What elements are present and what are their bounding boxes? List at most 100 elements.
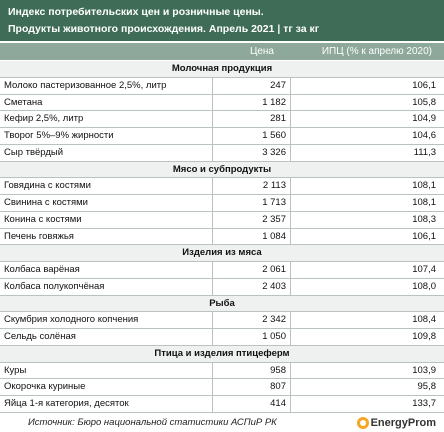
- column-divider: [290, 111, 291, 128]
- item-name: Колбаса полукопчёная: [4, 280, 105, 292]
- item-name: Свинина с костями: [4, 197, 88, 209]
- item-name: Сыр твёрдый: [4, 146, 64, 158]
- price: 1 050: [262, 331, 286, 343]
- section-title: Изделия из мяса: [182, 247, 262, 259]
- table-row: Конина с костями 2 357 108,3: [0, 211, 444, 229]
- cpi: 95,8: [417, 381, 437, 393]
- price: 958: [270, 364, 286, 376]
- price: 1 713: [262, 197, 286, 209]
- column-divider: [212, 211, 213, 228]
- column-divider: [290, 379, 291, 396]
- price: 281: [270, 113, 286, 125]
- column-divider: [290, 144, 291, 161]
- table-row: Яйца 1-я категория, десяток 414 133,7: [0, 396, 444, 413]
- item-name: Конина с костями: [4, 213, 82, 225]
- price: 1 084: [262, 230, 286, 242]
- section-title: Мясо и субпродукты: [172, 163, 272, 175]
- price: 3 326: [262, 146, 286, 158]
- column-divider: [212, 312, 213, 329]
- item-name: Молоко пастеризованное 2,5%, литр: [4, 79, 167, 91]
- column-divider: [290, 128, 291, 144]
- table-row: Сыр твёрдый 3 326 111,3: [0, 144, 444, 162]
- table-row: Творог 5%–9% жирности 1 560 104,6: [0, 128, 444, 145]
- price: 414: [270, 398, 286, 410]
- item-name: Яйца 1-я категория, десяток: [4, 398, 129, 410]
- item-name: Сельдь солёная: [4, 331, 76, 343]
- table-row: Колбаса полукопчёная 2 403 108,0: [0, 278, 444, 296]
- item-name: Колбаса варёная: [4, 264, 80, 276]
- column-divider: [290, 178, 291, 195]
- section-title: Птица и изделия птицеферм: [154, 347, 290, 359]
- column-divider: [212, 111, 213, 128]
- item-name: Говядина с костями: [4, 180, 91, 192]
- section-header: Птица и изделия птицеферм: [0, 345, 444, 363]
- cpi: 104,6: [412, 130, 436, 142]
- item-name: Сметана: [4, 96, 43, 108]
- section-header: Мясо и субпродукты: [0, 161, 444, 179]
- section-header: Изделия из мяса: [0, 245, 444, 263]
- cpi: 111,3: [413, 146, 436, 158]
- price: 247: [270, 79, 286, 91]
- column-divider: [212, 329, 213, 345]
- price: 2 342: [262, 314, 286, 326]
- title-line: Продукты животного происхождения. Апрель…: [8, 23, 320, 35]
- section-title: Рыба: [209, 297, 235, 309]
- column-divider: [212, 228, 213, 245]
- column-divider: [290, 195, 291, 211]
- header: Индекс потребительских цен и розничные ц…: [0, 0, 444, 41]
- price: 807: [270, 381, 286, 393]
- column-divider: [290, 329, 291, 345]
- column-divider: [212, 262, 213, 278]
- cpi: 108,1: [412, 180, 436, 192]
- logo-text: EnergyProm: [370, 417, 436, 429]
- column-divider: [290, 362, 291, 379]
- column-divider: [290, 396, 291, 412]
- price: 2 357: [262, 213, 286, 225]
- column-title: Цена: [249, 46, 274, 57]
- table-row: Кефир 2,5%, литр 281 104,9: [0, 111, 444, 129]
- section-title: Молочная продукция: [171, 63, 273, 74]
- cpi: 108,4: [412, 314, 436, 326]
- table-row: Скумбрия холодного копчения 2 342 108,4: [0, 312, 444, 330]
- cpi: 109,8: [412, 331, 436, 343]
- column-header: Цена ИПЦ (% к апрелю 2020): [0, 43, 444, 60]
- price: 2 113: [262, 180, 286, 192]
- column-divider: [290, 77, 291, 94]
- section-header: Рыба: [0, 295, 444, 313]
- table-row: Куры 958 103,9: [0, 362, 444, 380]
- column-divider: [212, 128, 213, 144]
- footer: Источник: Бюро национальной статистики А…: [0, 414, 444, 432]
- table-row: Сельдь солёная 1 050 109,8: [0, 329, 444, 346]
- cpi: 133,7: [412, 398, 436, 410]
- column-divider: [212, 77, 213, 94]
- column-divider: [212, 396, 213, 412]
- item-name: Кефир 2,5%, литр: [4, 113, 84, 125]
- cpi: 108,0: [412, 280, 436, 292]
- column-title: ИПЦ (% к апрелю 2020): [321, 46, 432, 57]
- item-name: Творог 5%–9% жирности: [4, 130, 114, 142]
- source: Источник: Бюро национальной статистики А…: [28, 417, 277, 428]
- cpi: 105,8: [412, 96, 436, 108]
- table-row: Свинина с костями 1 713 108,1: [0, 195, 444, 212]
- cpi: 103,9: [412, 364, 436, 376]
- item-name: Скумбрия холодного копчения: [4, 314, 139, 326]
- column-divider: [212, 362, 213, 379]
- column-divider: [212, 379, 213, 396]
- table-row: Окорочка куриные 807 95,8: [0, 379, 444, 397]
- column-divider: [212, 94, 213, 111]
- column-divider: [290, 312, 291, 329]
- item-name: Печень говяжья: [4, 230, 74, 242]
- title-line: Индекс потребительских цен и розничные ц…: [8, 6, 264, 18]
- price: 1 182: [262, 96, 286, 108]
- table-row: Колбаса варёная 2 061 107,4: [0, 262, 444, 279]
- cpi: 108,1: [412, 197, 436, 209]
- item-name: Окорочка куриные: [4, 381, 86, 393]
- column-divider: [212, 195, 213, 211]
- column-divider: [290, 228, 291, 245]
- price: 2 061: [262, 264, 286, 276]
- table-row: Говядина с костями 2 113 108,1: [0, 178, 444, 196]
- price: 2 403: [262, 280, 286, 292]
- cpi: 107,4: [412, 264, 436, 276]
